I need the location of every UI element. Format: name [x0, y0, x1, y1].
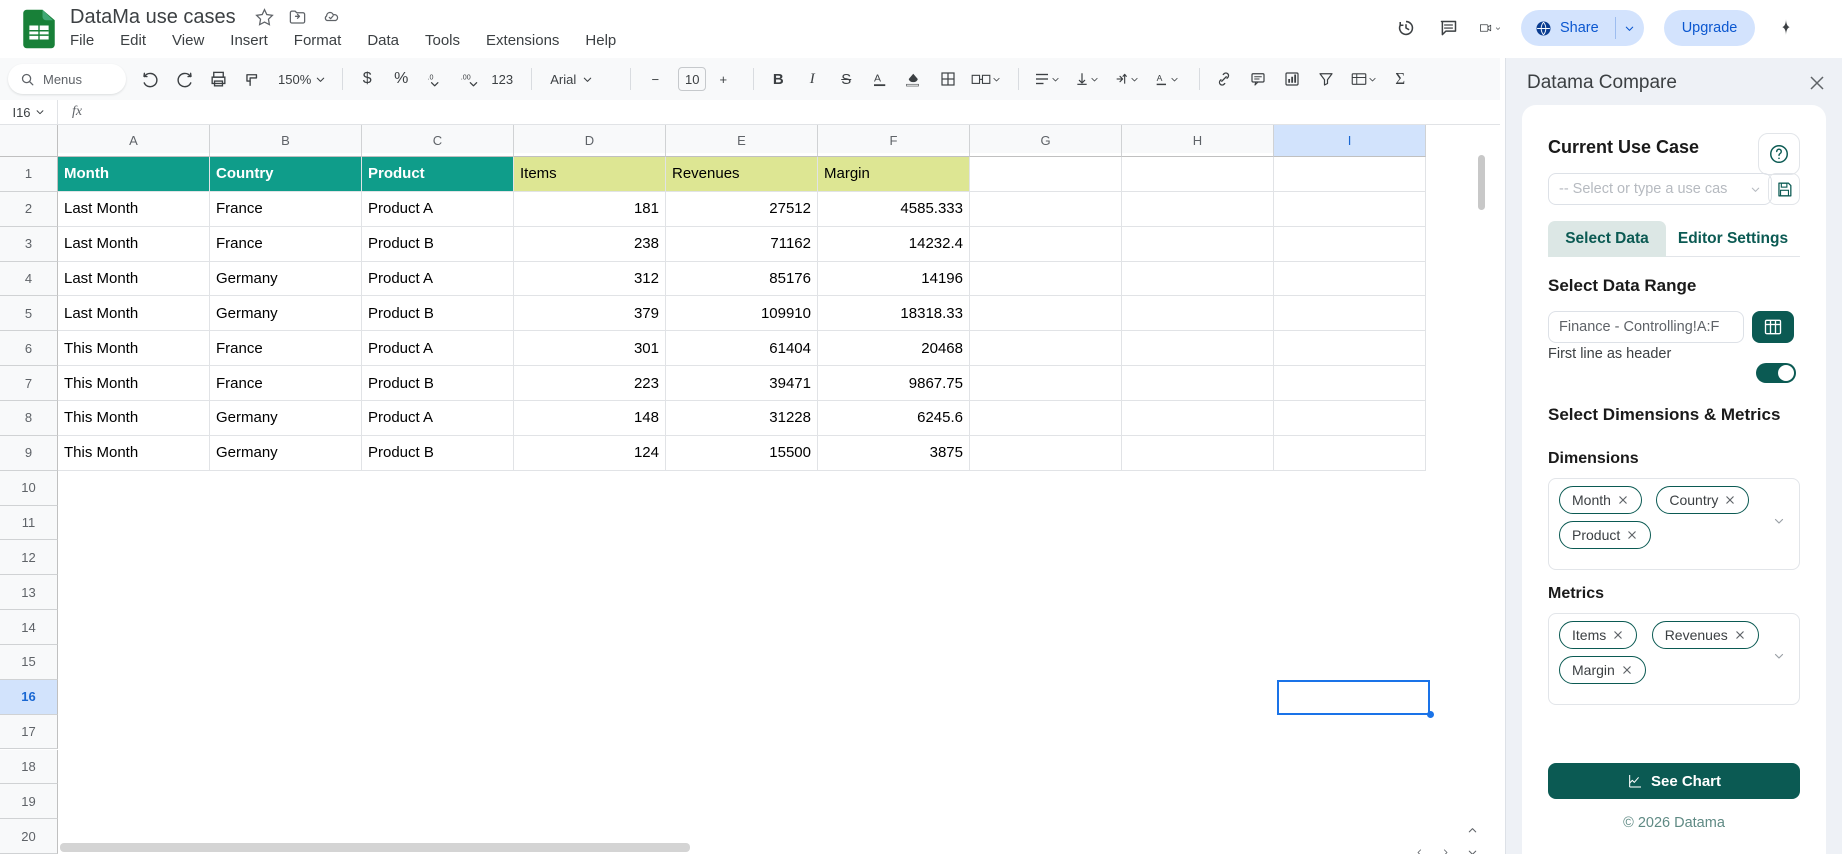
svg-text:A: A [1156, 73, 1162, 83]
svg-text:.0: .0 [427, 73, 433, 81]
svg-text:.00: .00 [461, 73, 471, 81]
svg-text:A: A [874, 72, 881, 84]
